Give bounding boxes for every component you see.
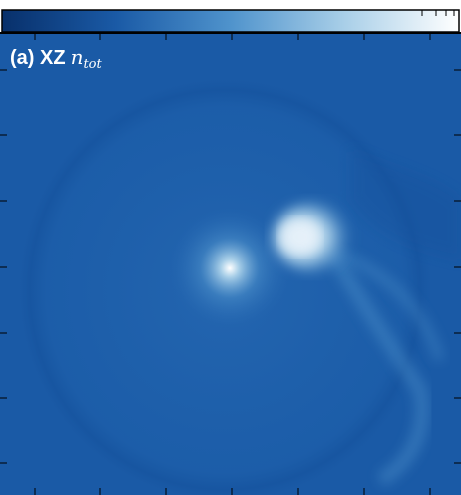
heatmap: [0, 33, 461, 495]
colorbar-ticks: [421, 10, 455, 16]
colorbar: [1, 9, 460, 33]
label-subscript: tot: [83, 57, 102, 72]
panel-ticks: [0, 33, 461, 495]
label-text: (a) XZ: [10, 47, 66, 69]
label-symbol: n: [71, 45, 84, 69]
panel-label: (a) XZ ntot: [10, 45, 103, 72]
